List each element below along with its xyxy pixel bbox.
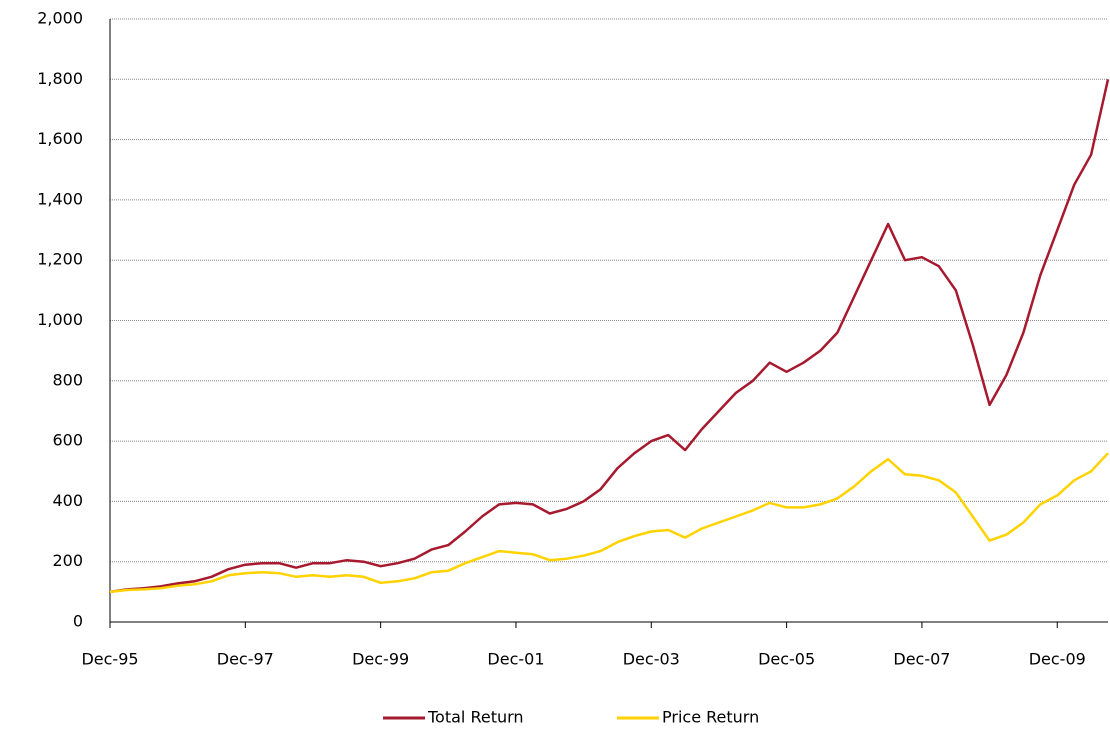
x-tick-label: Dec-07 bbox=[893, 650, 950, 669]
line-series bbox=[109, 452, 1109, 594]
y-tick-label: 400 bbox=[52, 491, 83, 510]
x-tick-label: Dec-03 bbox=[623, 650, 680, 669]
x-tick-label: Dec-05 bbox=[758, 650, 815, 669]
y-tick-label: 1,800 bbox=[37, 69, 83, 88]
line-series bbox=[109, 79, 1110, 594]
x-tick-label: Dec-95 bbox=[81, 650, 138, 669]
y-tick-label: 0 bbox=[73, 612, 83, 631]
y-tick-label: 1,200 bbox=[37, 250, 83, 269]
x-tick-label: Dec-09 bbox=[1029, 650, 1086, 669]
y-tick-label: 200 bbox=[52, 551, 83, 570]
y-tick-label: 2,000 bbox=[37, 9, 83, 28]
x-tick-label: Dec-99 bbox=[352, 650, 409, 669]
x-tick-label: Dec-97 bbox=[217, 650, 274, 669]
x-tick-label: Dec-01 bbox=[487, 650, 544, 669]
legend-label: Total Return bbox=[427, 708, 524, 727]
y-tick-label: 1,400 bbox=[37, 189, 83, 208]
y-tick-label: 800 bbox=[52, 370, 83, 389]
y-tick-label: 1,000 bbox=[37, 310, 83, 329]
y-tick-label: 1,600 bbox=[37, 129, 83, 148]
legend-label: Price Return bbox=[662, 708, 759, 727]
y-tick-label: 600 bbox=[52, 431, 83, 450]
